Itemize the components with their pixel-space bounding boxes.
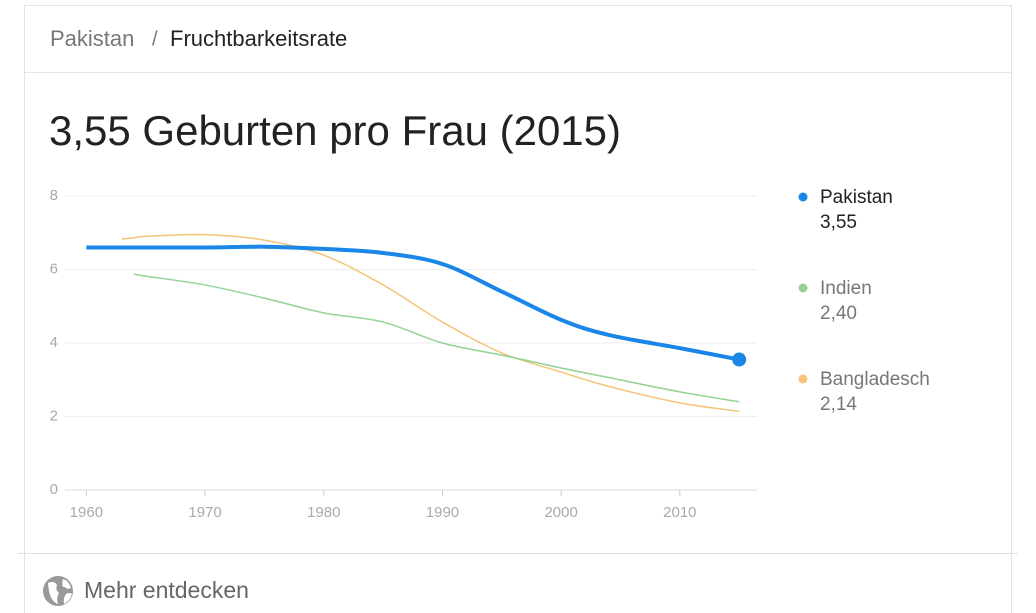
legend-value: 2,40	[820, 303, 857, 324]
legend-dot	[798, 283, 808, 293]
x-tick-label: 1990	[426, 504, 459, 521]
breadcrumb-separator: /	[152, 28, 158, 50]
end-point	[732, 352, 747, 367]
series-line	[133, 273, 740, 403]
x-tick-label: 1960	[70, 504, 103, 521]
x-tick-label: 2010	[663, 504, 696, 521]
legend-dot	[798, 192, 808, 202]
y-tick-label: 6	[50, 260, 58, 277]
legend-label: Pakistan	[820, 187, 893, 208]
y-tick-label: 8	[50, 187, 58, 204]
y-tick-label: 0	[50, 481, 58, 498]
footer-link[interactable]: Mehr entdecken	[84, 577, 249, 603]
chart-title: 3,55 Geburten pro Frau (2015)	[49, 107, 621, 154]
y-tick-label: 2	[50, 407, 58, 424]
x-tick-label: 1970	[188, 504, 221, 521]
y-tick-label: 4	[50, 334, 58, 351]
breadcrumb-topic: Fruchtbarkeitsrate	[170, 26, 347, 51]
x-tick-label: 2000	[544, 504, 577, 521]
breadcrumb-country[interactable]: Pakistan	[50, 26, 134, 51]
legend-label: Bangladesch	[820, 369, 930, 390]
series-line	[86, 244, 740, 362]
legend-value: 3,55	[820, 212, 857, 233]
globe-icon[interactable]	[43, 576, 73, 606]
legend-label: Indien	[820, 278, 872, 299]
legend-dot	[798, 374, 808, 384]
x-tick-label: 1980	[307, 504, 340, 521]
series-line	[121, 233, 740, 413]
legend-value: 2,14	[820, 394, 857, 415]
card-border	[24, 5, 1012, 613]
